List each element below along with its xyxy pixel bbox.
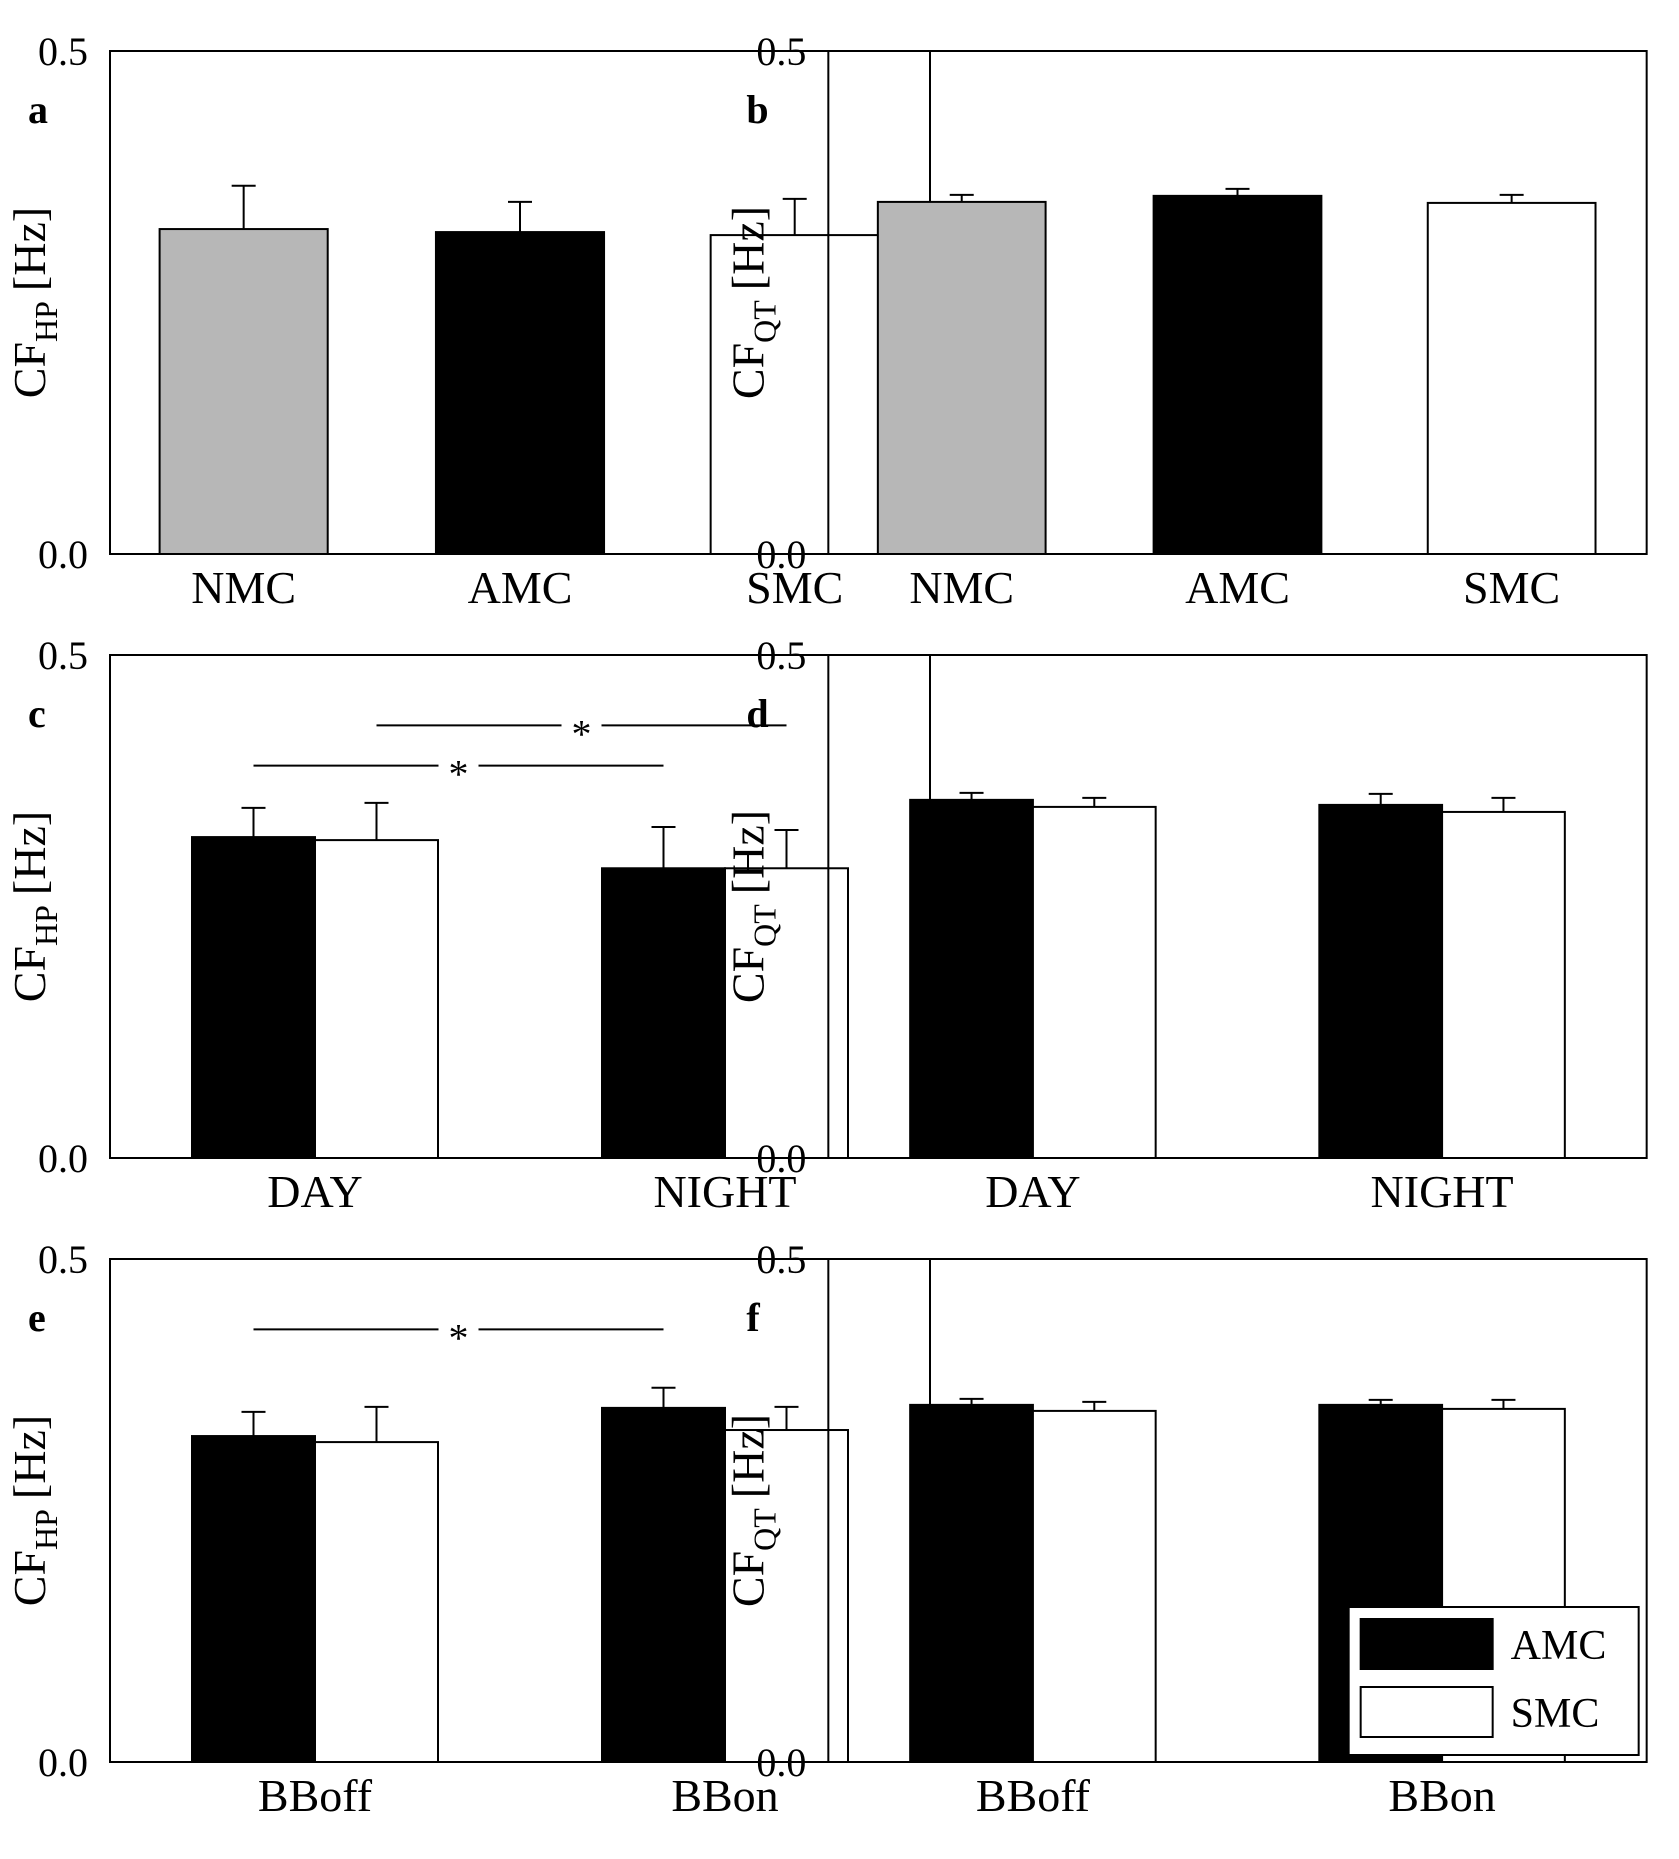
- y-tick-label: 0.5: [756, 633, 806, 678]
- legend-swatch-smc: [1359, 1686, 1494, 1738]
- x-category-label: BBoff: [258, 1770, 373, 1821]
- bar-smc: [1031, 805, 1157, 1159]
- y-axis-label: CFHP [Hz]: [4, 207, 64, 398]
- bar: [709, 234, 880, 556]
- legend-swatch-amc: [1359, 1618, 1494, 1670]
- legend: AMC SMC: [1347, 1606, 1640, 1756]
- panel-letter: e: [28, 1295, 46, 1340]
- bar-smc: [314, 1441, 439, 1764]
- bar-amc: [601, 867, 726, 1159]
- y-tick-label: 0.5: [38, 1237, 88, 1282]
- y-axis-label-sub: HP: [28, 301, 64, 342]
- x-category-label: DAY: [267, 1166, 362, 1217]
- x-category-label: SMC: [1463, 562, 1560, 613]
- y-axis-label-unit: [Hz]: [4, 1415, 55, 1499]
- y-axis-label: CFHP [Hz]: [4, 1415, 64, 1606]
- significance-star: *: [449, 752, 469, 797]
- y-axis-label-unit: [Hz]: [722, 1414, 773, 1498]
- plot-frame: [827, 1258, 1648, 1763]
- y-tick-label: 0.5: [756, 1237, 806, 1282]
- x-category-label: NMC: [909, 562, 1014, 613]
- y-axis-label-main: CF: [722, 947, 773, 1003]
- significance-star: *: [449, 1315, 469, 1360]
- y-axis-label-sub: HP: [28, 1509, 64, 1550]
- y-axis-label-main: CF: [722, 343, 773, 399]
- panel-letter: f: [746, 1295, 760, 1340]
- y-tick-label: 0.0: [38, 1136, 88, 1181]
- y-axis-label: CFHP [Hz]: [4, 811, 64, 1002]
- panel-d: 0.0 0.5 d CFQT [Hz] DAY NIGHT: [722, 633, 1648, 1217]
- y-axis-label-sub: QT: [746, 1508, 782, 1551]
- bar: [1426, 201, 1597, 555]
- y-axis-label: CFQT [Hz]: [722, 206, 782, 399]
- x-category-label: SMC: [746, 562, 843, 613]
- bar: [1152, 194, 1323, 555]
- y-axis-label-main: CF: [4, 342, 55, 398]
- y-tick-label: 0.5: [38, 29, 88, 74]
- y-tick-label: 0.5: [38, 633, 88, 678]
- y-tick-label: 0.0: [38, 532, 88, 577]
- y-axis-label-sub: HP: [28, 905, 64, 946]
- y-axis-label-unit: [Hz]: [4, 207, 55, 291]
- significance-star: *: [572, 711, 592, 756]
- bar-amc: [909, 798, 1034, 1159]
- panel-b: 0.0 0.5 b CFQT [Hz] NMC AMC SMC: [722, 29, 1648, 613]
- panel-letter: c: [28, 691, 46, 736]
- legend-label: SMC: [1511, 1691, 1600, 1737]
- legend-label: AMC: [1511, 1623, 1607, 1669]
- x-category-label: NIGHT: [653, 1166, 796, 1217]
- x-category-label: AMC: [468, 562, 573, 613]
- panel-letter: a: [28, 87, 48, 132]
- y-axis-label-main: CF: [4, 1550, 55, 1606]
- y-axis-label-unit: [Hz]: [722, 206, 773, 290]
- y-axis-label: CFQT [Hz]: [722, 810, 782, 1003]
- y-axis-label-unit: [Hz]: [4, 811, 55, 895]
- bar-amc: [191, 1435, 316, 1764]
- bar-smc: [1441, 810, 1566, 1159]
- y-tick-label: 0.0: [756, 1740, 806, 1785]
- x-category-label: BBon: [1388, 1770, 1495, 1821]
- bar-smc: [314, 839, 439, 1159]
- bar: [434, 231, 606, 556]
- y-axis-label-sub: QT: [746, 904, 782, 947]
- bar-amc: [601, 1406, 726, 1763]
- bar-smc: [724, 867, 849, 1159]
- panel-letter: d: [746, 691, 768, 736]
- panel-f: 0.0 0.5 f CFQT [Hz] BBoff BBon AMC SMC: [722, 1237, 1648, 1821]
- y-axis-label-unit: [Hz]: [722, 810, 773, 894]
- x-category-label: AMC: [1185, 562, 1290, 613]
- x-category-label: BBoff: [976, 1770, 1091, 1821]
- bar-smc: [1031, 1409, 1157, 1763]
- bar: [158, 228, 329, 555]
- plot-frame: [827, 654, 1648, 1159]
- y-axis-label-main: CF: [722, 1551, 773, 1607]
- bar: [876, 200, 1047, 555]
- x-category-label: DAY: [985, 1166, 1080, 1217]
- bar-amc: [909, 1403, 1034, 1763]
- y-tick-label: 0.0: [756, 1136, 806, 1181]
- bar-amc: [191, 836, 316, 1159]
- x-category-label: NMC: [191, 562, 296, 613]
- panel-letter: b: [746, 87, 768, 132]
- y-tick-label: 0.0: [38, 1740, 88, 1785]
- y-tick-label: 0.5: [756, 29, 806, 74]
- x-category-label: BBon: [671, 1770, 778, 1821]
- x-category-label: NIGHT: [1371, 1166, 1514, 1217]
- y-tick-label: 0.0: [756, 532, 806, 577]
- y-axis-label-main: CF: [4, 946, 55, 1002]
- y-axis-label-sub: QT: [746, 300, 782, 343]
- y-axis-label: CFQT [Hz]: [722, 1414, 782, 1607]
- bar-amc: [1318, 803, 1444, 1159]
